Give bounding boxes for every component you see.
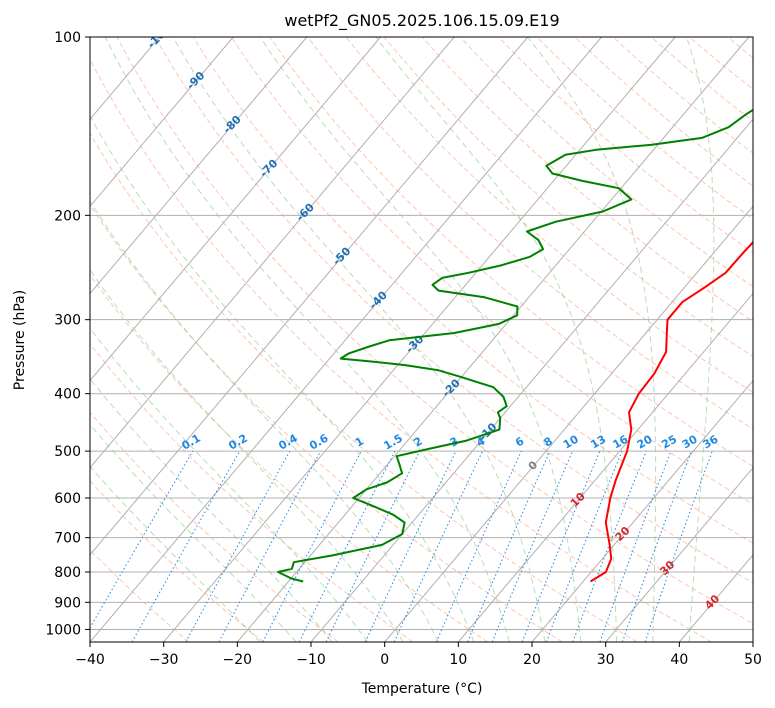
isotherm-line: [90, 37, 602, 642]
y-tick-label: 800: [54, 565, 81, 581]
dry-adiabat-line: [90, 480, 264, 642]
mixing-ratio-line: [621, 450, 692, 642]
x-tick-label: 0: [380, 652, 389, 668]
mixing-ratio-line: [325, 450, 421, 642]
mixing-ratio-line: [185, 450, 291, 642]
plot-frame: [89, 36, 754, 643]
mixing-ratio-line: [131, 450, 241, 642]
dry-adiabat-line: [90, 132, 638, 642]
moist-adiabat-line: [104, 37, 510, 642]
y-tick-label: 500: [54, 444, 81, 460]
mixing-ratio-line: [435, 450, 522, 642]
mixing-ratio-line: [599, 450, 672, 642]
background-lines: [0, 37, 775, 642]
mixing-ratio-line: [393, 450, 484, 642]
moist-adiabat-line: [259, 37, 582, 642]
x-tick-label: 20: [523, 652, 541, 668]
mixing-ratio-line: [467, 450, 551, 642]
dry-adiabat-line: [307, 37, 753, 430]
dry-adiabat-line: [192, 37, 753, 544]
y-tick-label: 300: [54, 313, 81, 329]
dry-adiabat-line: [383, 37, 753, 358]
isotherm-line: [163, 37, 676, 642]
sounding-traces: [277, 108, 753, 583]
isotherm-line: [90, 37, 308, 295]
dry-adiabat-line: [90, 204, 563, 642]
moist-adiabat-line: [90, 115, 475, 642]
x-axis-title: Temperature (°C): [361, 681, 483, 697]
mixing-ratio-line: [364, 450, 457, 642]
moist-adiabat-line: [90, 423, 297, 642]
y-tick-label: 900: [54, 595, 81, 611]
dry-adiabat-line: [90, 58, 712, 642]
moist-adiabat-line: [90, 269, 404, 642]
mixing-ratio-line: [644, 450, 713, 642]
mixing-ratio-line: [90, 450, 194, 629]
mixing-ratio-line: [218, 450, 322, 642]
dry-adiabat-line: [536, 37, 753, 220]
isotherm-line: [384, 205, 753, 642]
dry-adiabat-line: [766, 37, 775, 642]
y-tick-label: 100: [54, 30, 81, 46]
y-tick-label: 200: [54, 208, 81, 224]
isotherm-line: [236, 37, 750, 642]
moist-adiabat-line: [527, 37, 657, 642]
isotherm-line: [0, 37, 12, 642]
x-tick-label: −10: [296, 652, 326, 668]
dry-adiabat-line: [345, 37, 753, 394]
y-tick-label: 700: [54, 531, 81, 547]
axes: −40 −30 −20 −10 0 10 20 30 40 50 100 200 300 400 500 60…: [45, 30, 762, 668]
isotherm-line: [531, 379, 753, 642]
y-tick-label: 400: [54, 387, 81, 403]
x-tick-label: −40: [75, 652, 105, 668]
plot-background: [90, 37, 753, 642]
isotherm-line: [90, 37, 455, 469]
dewpoint-trace: [277, 108, 753, 583]
y-tick-label: 1000: [45, 622, 81, 638]
moist-adiabat-line: [90, 378, 333, 642]
isotherm-line: [90, 37, 234, 208]
isotherm-line: [90, 37, 381, 382]
x-tick-label: 10: [449, 652, 467, 668]
x-tick-label: −20: [223, 652, 253, 668]
x-tick-label: 30: [597, 652, 615, 668]
dry-adiabat-line: [612, 37, 753, 154]
x-tick-label: −30: [149, 652, 179, 668]
moist-adiabat-line: [90, 327, 369, 642]
y-tick-label: 600: [54, 491, 81, 507]
dry-adiabat-line: [154, 37, 753, 584]
dry-adiabat-line: [460, 37, 753, 288]
dry-adiabat-line: [116, 37, 753, 625]
isotherm-line: [457, 292, 753, 642]
dry-adiabat-line: [231, 37, 753, 505]
x-tick-label: 50: [744, 652, 762, 668]
temperature-trace: [589, 240, 753, 583]
isotherm-line: [90, 37, 529, 556]
y-axis-title: Pressure (hPa): [12, 290, 28, 390]
mixing-ratio-line: [491, 450, 574, 642]
x-tick-label: 40: [670, 652, 688, 668]
isotherm-line: [752, 641, 753, 642]
moist-adiabat-line: [172, 37, 546, 642]
chart-title: wetPf2_GN05.2025.106.15.09.E19: [284, 11, 559, 31]
isotherm-line: [310, 118, 753, 642]
isotherm-line: [605, 466, 753, 642]
